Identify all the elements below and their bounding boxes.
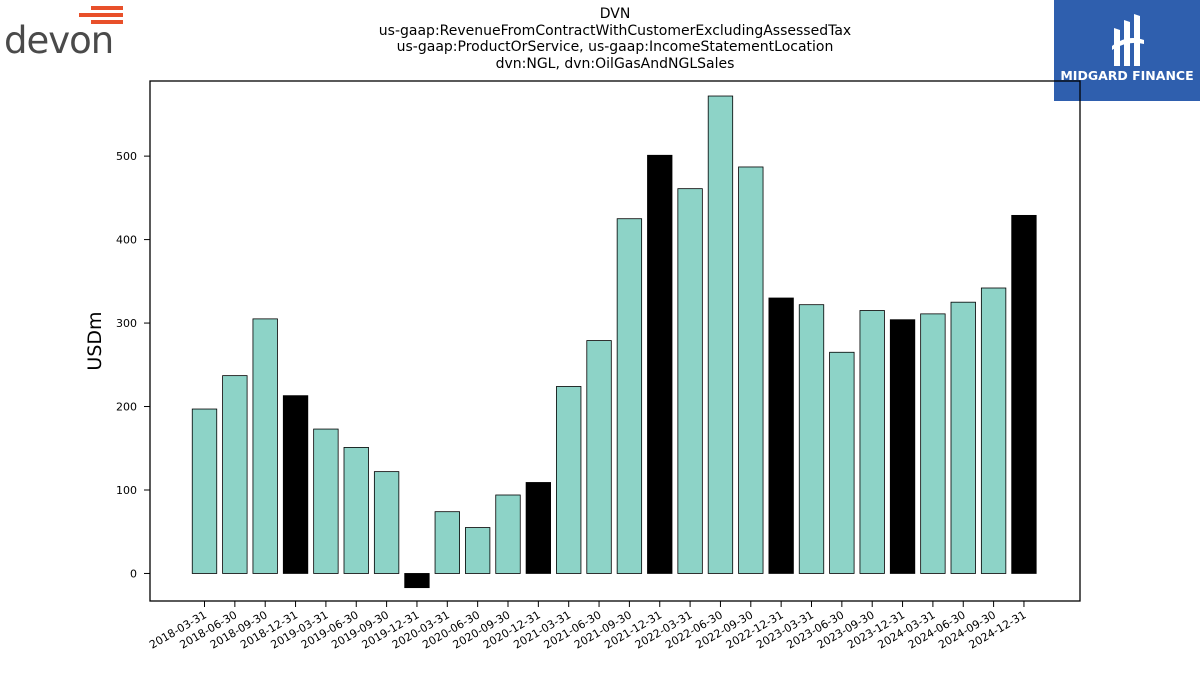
chart-title-block: DVN us-gaap:RevenueFromContractWithCusto… xyxy=(315,6,915,72)
y-axis-label: USDm xyxy=(84,311,106,370)
bar xyxy=(495,494,521,574)
chart-title-line: DVN xyxy=(599,6,631,22)
bar xyxy=(1011,214,1037,574)
bar xyxy=(556,386,582,574)
bar xyxy=(586,340,612,574)
bar xyxy=(343,447,369,574)
bar xyxy=(647,154,673,574)
chart-title-line: us-gaap:ProductOrService, us-gaap:Income… xyxy=(396,39,834,55)
bar xyxy=(616,218,643,574)
y-tick-label: 500 xyxy=(116,150,137,163)
bar xyxy=(464,527,491,574)
bar xyxy=(798,304,825,574)
chart-title-line: dvn:NGL, dvn:OilGasAndNGLSales xyxy=(495,55,735,72)
y-tick-label: 0 xyxy=(130,567,137,580)
midgard-emblem-icon xyxy=(1112,14,1144,66)
bar xyxy=(677,188,703,574)
bar xyxy=(980,287,1007,574)
bar xyxy=(829,351,855,574)
y-tick-label: 200 xyxy=(116,401,137,414)
bar xyxy=(950,301,976,574)
bar xyxy=(768,297,794,574)
bar xyxy=(252,318,278,574)
bar xyxy=(920,313,946,574)
y-tick-label: 100 xyxy=(116,484,137,497)
plot-frame xyxy=(149,80,1081,602)
devon-logo: devon xyxy=(0,0,130,70)
bar xyxy=(889,319,916,574)
bar xyxy=(282,395,309,574)
bar xyxy=(434,511,460,574)
chart-title-line: us-gaap:RevenueFromContractWithCustomerE… xyxy=(378,22,852,39)
y-tick-label: 300 xyxy=(116,317,137,330)
bar xyxy=(313,428,339,574)
y-tick-label: 400 xyxy=(116,234,137,247)
devon-wordmark: devon xyxy=(4,19,114,62)
bar xyxy=(525,482,551,574)
devon-stripes-icon xyxy=(79,6,123,24)
bar xyxy=(404,573,430,589)
bar xyxy=(191,408,218,574)
midgard-finance-logo: MIDGARD FINANCE xyxy=(1054,0,1200,101)
bar xyxy=(373,471,400,574)
bar xyxy=(859,310,885,574)
bar xyxy=(738,166,764,574)
midgard-finance-text: MIDGARD FINANCE xyxy=(1060,68,1194,83)
bar xyxy=(222,375,248,574)
bar xyxy=(707,95,734,574)
